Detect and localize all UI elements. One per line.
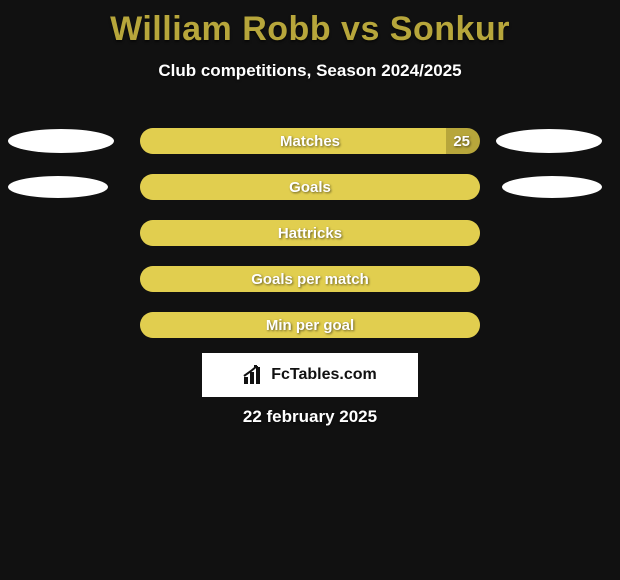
source-badge: FcTables.com: [202, 353, 418, 397]
page-title: William Robb vs Sonkur: [0, 0, 620, 49]
stat-row: Min per goal: [0, 302, 620, 348]
left-marker: [8, 129, 114, 153]
stat-label: Matches: [140, 128, 480, 154]
stat-bar: Hattricks: [140, 220, 480, 246]
stat-label: Goals: [140, 174, 480, 200]
left-marker: [8, 176, 108, 198]
stat-label: Goals per match: [140, 266, 480, 292]
stat-bar: Goals: [140, 174, 480, 200]
stat-bar: Min per goal: [140, 312, 480, 338]
stat-row: Goals: [0, 164, 620, 210]
stat-row: Hattricks: [0, 210, 620, 256]
stat-row: Matches25: [0, 118, 620, 164]
right-marker: [502, 176, 602, 198]
source-badge-text: FcTables.com: [271, 366, 377, 384]
page-subtitle: Club competitions, Season 2024/2025: [0, 61, 620, 81]
right-marker: [496, 129, 602, 153]
stat-row: Goals per match: [0, 256, 620, 302]
stat-label: Hattricks: [140, 220, 480, 246]
comparison-rows: Matches25 Goals Hattricks Goals per match Mi…: [0, 118, 620, 348]
stat-right-value: 25: [453, 128, 470, 154]
stat-label: Min per goal: [140, 312, 480, 338]
date-label: 22 february 2025: [0, 407, 620, 427]
stat-bar: Matches25: [140, 128, 480, 154]
stat-bar: Goals per match: [140, 266, 480, 292]
bar-chart-icon: [243, 365, 265, 385]
